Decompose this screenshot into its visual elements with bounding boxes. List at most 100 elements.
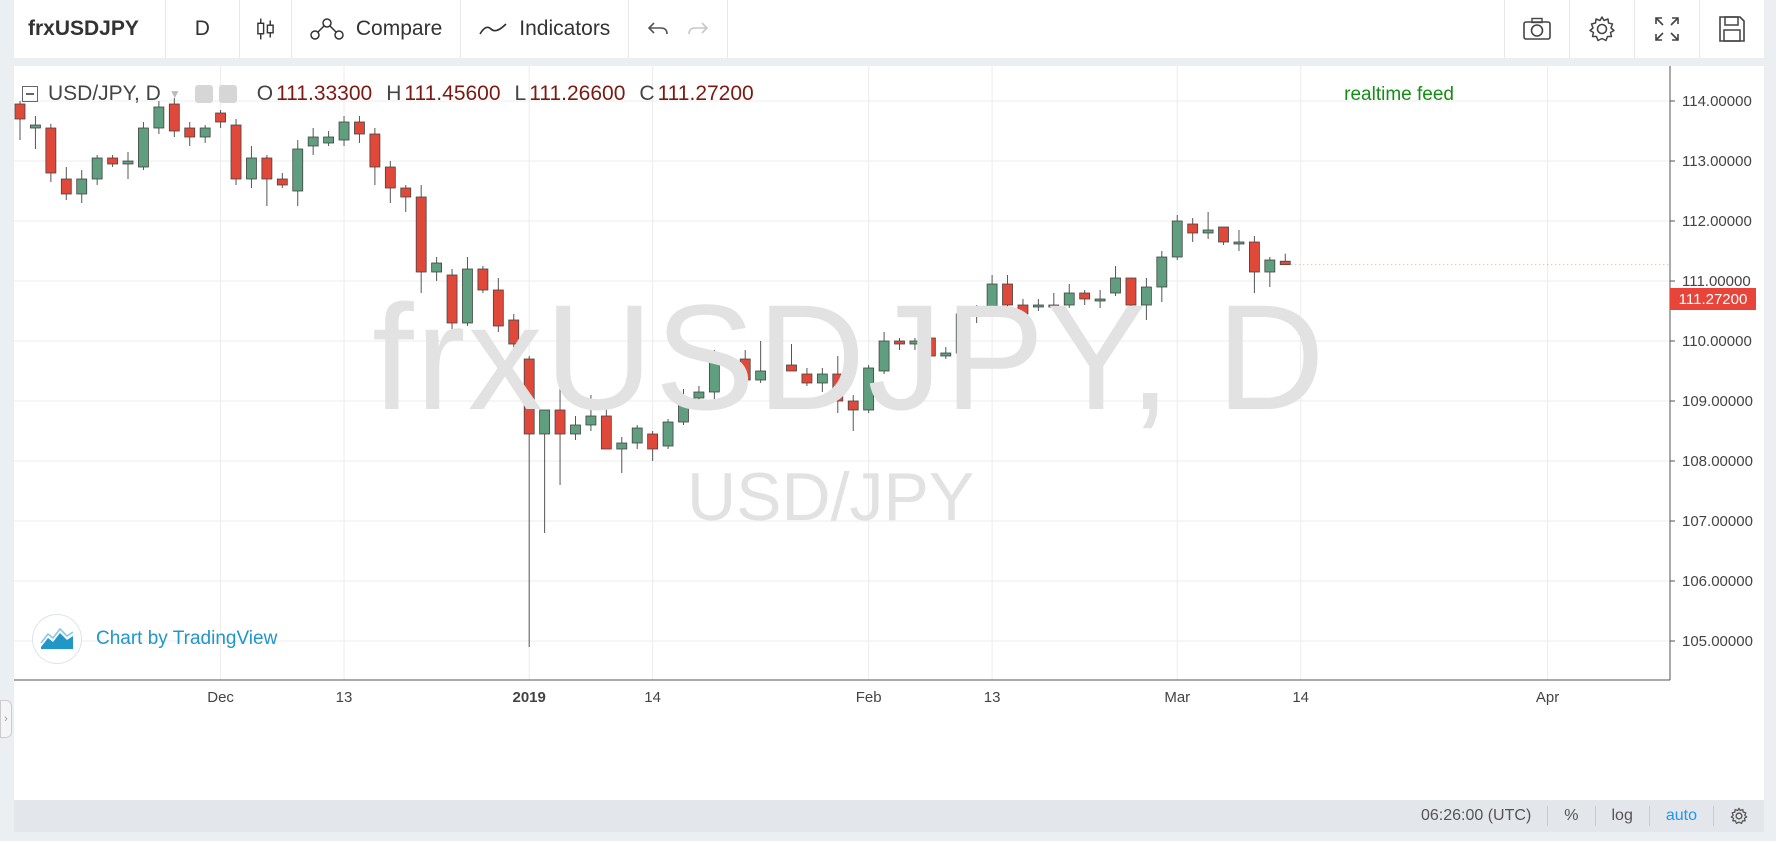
symbol-search-button[interactable]: frxUSDJPY <box>14 0 166 58</box>
fullscreen-button[interactable] <box>1634 0 1699 58</box>
y-tick-label: 112.00000 <box>1682 213 1752 230</box>
candle-body <box>477 268 489 291</box>
compare-button[interactable]: Compare <box>292 0 462 58</box>
candle-body <box>384 166 396 189</box>
y-tick-label: 113.00000 <box>1682 153 1752 170</box>
candle-body <box>1218 226 1229 243</box>
gear-icon <box>1589 16 1615 42</box>
snapshot-button[interactable] <box>1504 0 1569 58</box>
candle-body <box>786 364 797 372</box>
y-tick-label: 108.00000 <box>1682 453 1753 470</box>
y-tick-label: 107.00000 <box>1682 513 1753 530</box>
save-button[interactable] <box>1699 0 1764 58</box>
candle-body <box>894 340 905 345</box>
candle-body <box>909 340 921 345</box>
close-key: C <box>639 82 655 105</box>
candle-body <box>940 352 952 357</box>
bottom-status-bar: 06:26:00 (UTC) % log auto <box>14 800 1764 832</box>
candle-body <box>755 370 767 381</box>
toolbar-right-group <box>1504 0 1764 58</box>
candle-body <box>14 103 26 120</box>
candle-body <box>647 433 659 450</box>
log-scale-toggle[interactable]: log <box>1594 806 1649 826</box>
candle-body <box>1125 277 1137 306</box>
series-settings-icon[interactable] <box>218 85 237 103</box>
redo-icon[interactable] <box>687 20 709 38</box>
chart-pane[interactable]: 105.00000 106.00000 107.00000 108.00000 109.… <box>14 66 1764 800</box>
candle-body <box>431 262 443 273</box>
candle-body <box>276 178 288 186</box>
candle-body <box>492 289 504 327</box>
y-tick-label: 106.00000 <box>1682 573 1753 590</box>
candle-body <box>971 307 983 315</box>
x-tick-label: Feb <box>856 689 882 706</box>
candle-body <box>292 148 304 192</box>
settings-button[interactable] <box>1569 0 1634 58</box>
x-tick-label: 14 <box>1292 689 1309 706</box>
y-tick-label: 114.00000 <box>1682 93 1752 110</box>
indicators-button[interactable]: Indicators <box>461 0 630 58</box>
candle-body <box>570 424 581 435</box>
y-tick-label: 111.00000 <box>1682 273 1751 290</box>
undo-icon[interactable] <box>647 20 669 38</box>
candle-body <box>924 337 936 357</box>
gear-icon <box>1730 807 1748 825</box>
candle-body <box>616 442 628 450</box>
utc-clock[interactable]: 06:26:00 (UTC) <box>1421 807 1532 824</box>
expand-sidebar-handle[interactable]: › <box>0 700 12 738</box>
candle-body <box>107 157 118 165</box>
series-legend: USD/JPY, D ▼ O 111.33300 H 111.45600 L 1… <box>22 82 754 106</box>
legend-symbol[interactable]: USD/JPY, D <box>48 82 161 105</box>
candle-body <box>338 121 350 141</box>
candle-body <box>1156 256 1168 288</box>
interval-button[interactable]: D <box>166 0 240 58</box>
x-tick-label: Dec <box>207 689 234 706</box>
candle-body <box>1279 260 1291 266</box>
x-tick-label: 14 <box>644 689 661 706</box>
last-price-tag: 111.27200 <box>1670 288 1756 310</box>
high-value: 111.45600 <box>404 82 501 105</box>
low-key: L <box>514 82 527 105</box>
high-key: H <box>386 82 402 105</box>
x-tick-label: 13 <box>336 689 353 706</box>
compare-icon <box>310 18 344 40</box>
candle-body <box>307 136 319 147</box>
candle-body <box>199 127 211 138</box>
tradingview-branding[interactable]: Chart by TradingView <box>32 614 277 664</box>
candle-body <box>708 355 720 393</box>
chevron-down-icon[interactable]: ▼ <box>168 87 181 101</box>
percent-scale-toggle[interactable]: % <box>1547 806 1594 826</box>
candle-body <box>1171 220 1183 258</box>
candlestick-chart[interactable]: 105.00000 106.00000 107.00000 108.00000 109.… <box>14 66 1764 800</box>
collapse-legend-icon[interactable] <box>22 86 38 102</box>
candle-body <box>523 358 535 435</box>
candle-body <box>1233 241 1245 245</box>
candle-body <box>30 124 41 129</box>
chart-type-button[interactable] <box>240 0 292 58</box>
tradingview-link[interactable]: Chart by TradingView <box>96 628 278 649</box>
x-tick-label: Mar <box>1164 689 1190 706</box>
candle-body <box>1140 286 1152 306</box>
candle-body <box>739 358 751 381</box>
candle-body <box>138 127 149 168</box>
x-tick-label: 2019 <box>513 689 546 706</box>
y-tick-label: 110.00000 <box>1682 333 1752 350</box>
candle-body <box>1202 229 1214 234</box>
candle-body <box>1017 304 1029 315</box>
scale-settings-button[interactable] <box>1713 806 1764 826</box>
candle-body <box>600 415 612 450</box>
candle-body <box>230 124 242 180</box>
candle-body <box>76 178 88 195</box>
candle-body <box>462 268 473 324</box>
watermark-symbol: frxUSDJPY, D <box>372 273 1327 441</box>
candle-body <box>955 313 967 354</box>
realtime-feed-label: realtime feed <box>1344 84 1454 105</box>
candle-body <box>1002 283 1013 306</box>
candle-body <box>1110 277 1121 294</box>
auto-scale-toggle[interactable]: auto <box>1648 806 1713 826</box>
eye-icon[interactable] <box>194 85 213 103</box>
candle-body <box>693 391 705 399</box>
candle-body <box>446 274 458 324</box>
candle-body <box>1079 292 1091 300</box>
candle-body <box>168 103 180 132</box>
